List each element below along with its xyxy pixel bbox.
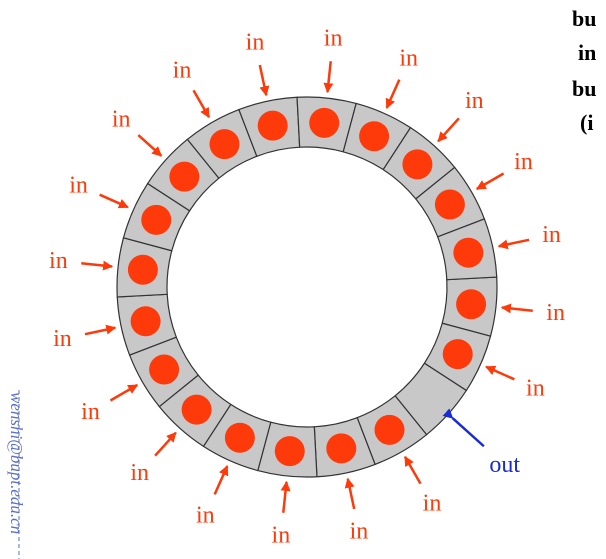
- packet-dot: [128, 255, 158, 285]
- in-label: in: [514, 149, 533, 175]
- side-text-4: (i: [580, 110, 593, 135]
- packet-dot: [309, 108, 339, 138]
- in-arrow: [138, 135, 161, 156]
- in-label: in: [526, 376, 545, 402]
- watermark-email: wenshi@bupt.edu.cn: [7, 392, 26, 534]
- in-label: in: [542, 222, 561, 248]
- in-arrow: [110, 385, 137, 401]
- in-label: in: [465, 88, 484, 114]
- packet-dot: [443, 339, 473, 369]
- packet-dot: [326, 433, 356, 463]
- in-label: in: [246, 29, 265, 55]
- packet-dot: [131, 306, 161, 336]
- packet-dot: [141, 205, 171, 235]
- in-label: in: [546, 300, 565, 326]
- ring: [117, 97, 497, 477]
- out-arrow: [453, 418, 484, 446]
- in-label: in: [49, 248, 68, 274]
- packet-dot: [210, 129, 240, 159]
- in-arrow: [260, 65, 266, 95]
- in-arrow: [194, 90, 210, 117]
- packet-dot: [453, 238, 483, 268]
- in-arrow: [502, 307, 533, 310]
- in-arrow: [283, 482, 286, 513]
- in-arrow: [499, 240, 529, 246]
- in-arrow: [81, 263, 112, 266]
- in-arrow: [486, 367, 514, 380]
- packet-dot: [258, 111, 288, 141]
- in-arrow: [215, 466, 228, 494]
- in-label: in: [53, 326, 72, 352]
- packet-dot: [456, 289, 486, 319]
- in-label: in: [69, 172, 88, 198]
- in-label: in: [350, 519, 369, 545]
- out-label: out: [489, 452, 520, 478]
- packet-dot: [359, 121, 389, 151]
- packet-dot: [169, 162, 199, 192]
- in-arrow: [348, 479, 354, 509]
- in-arrow: [155, 433, 176, 456]
- in-label: in: [81, 399, 100, 425]
- side-text-2: in: [578, 40, 596, 65]
- in-label: in: [196, 502, 215, 528]
- packet-dot: [435, 190, 465, 220]
- in-arrow: [387, 80, 400, 108]
- packet-dot: [149, 355, 179, 385]
- side-text-3: bu: [572, 76, 596, 101]
- packet-dot: [402, 149, 432, 179]
- in-label: in: [423, 491, 442, 517]
- in-label: in: [324, 25, 343, 51]
- in-arrow: [100, 195, 128, 208]
- packet-dot: [275, 436, 305, 466]
- in-label: in: [130, 460, 149, 486]
- in-label: in: [112, 107, 131, 133]
- in-label: in: [399, 46, 418, 72]
- packet-dot: [182, 395, 212, 425]
- in-arrow: [477, 174, 504, 190]
- packet-dot: [225, 423, 255, 453]
- in-arrow: [85, 328, 115, 334]
- side-text-1: bu: [572, 6, 596, 31]
- in-label: in: [173, 57, 192, 83]
- in-arrow: [327, 61, 330, 92]
- packet-dot: [375, 415, 405, 445]
- in-arrow: [405, 457, 421, 484]
- in-label: in: [272, 523, 291, 549]
- in-arrow: [438, 118, 459, 141]
